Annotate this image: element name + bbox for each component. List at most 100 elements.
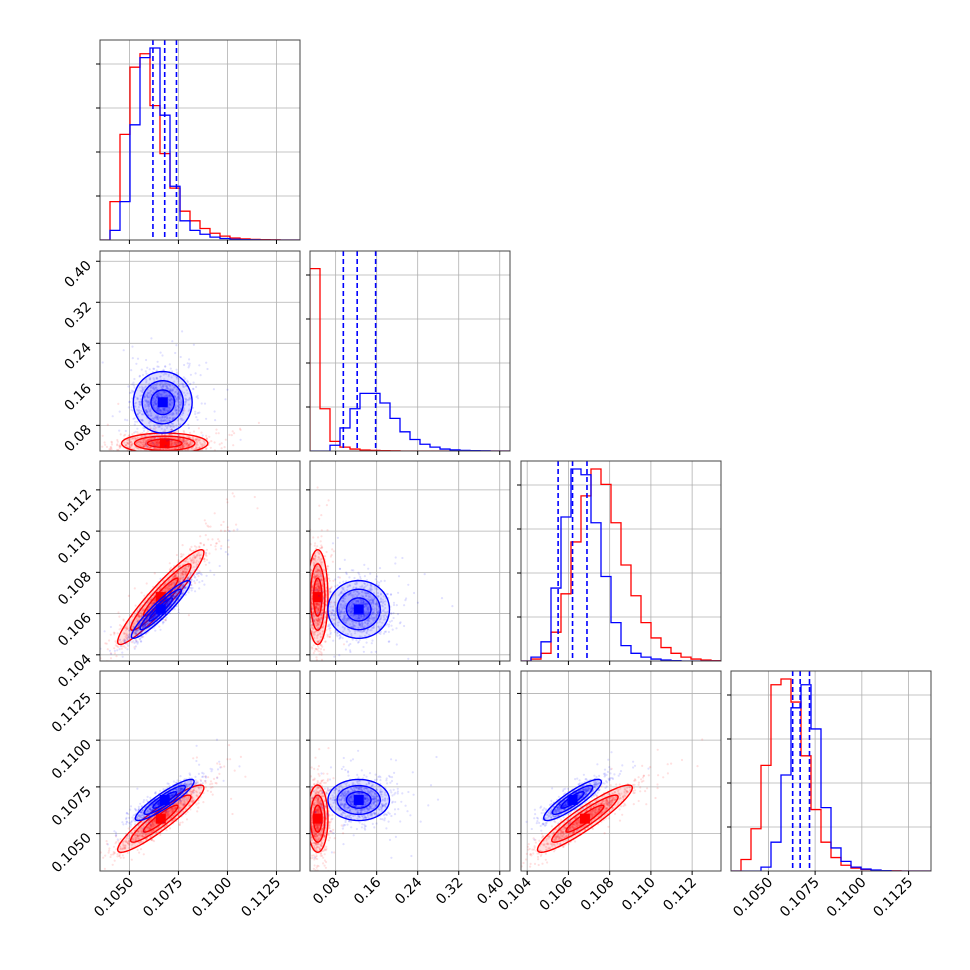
scatter-point: [152, 585, 155, 588]
scatter-point: [164, 415, 167, 418]
scatter-point: [102, 710, 104, 712]
scatter-point: [131, 641, 134, 644]
scatter-point: [152, 809, 155, 812]
scatter-point: [140, 441, 143, 444]
scatter-point: [198, 364, 201, 367]
scatter-point: [216, 776, 219, 780]
scatter-point: [198, 581, 201, 584]
scatter-point: [143, 594, 146, 597]
scatter-point: [230, 434, 233, 437]
scatter-point: [193, 799, 196, 802]
scatter-point: [174, 395, 177, 399]
scatter-point: [128, 400, 131, 403]
scatter-point: [164, 430, 167, 433]
scatter-point: [176, 571, 179, 574]
scatter-point: [120, 647, 123, 650]
scatter-point: [173, 576, 176, 579]
scatter-point: [148, 433, 151, 436]
scatter-point: [203, 402, 207, 405]
scatter-point: [186, 392, 189, 395]
scatter-point: [113, 647, 116, 650]
scatter-point: [152, 441, 155, 445]
scatter-point: [167, 419, 170, 422]
scatter-point: [121, 645, 124, 648]
scatter-point: [191, 586, 194, 590]
scatter-point: [184, 442, 187, 445]
scatter-point: [168, 363, 171, 366]
scatter-point: [133, 646, 136, 649]
scatter-point: [190, 779, 193, 782]
scatter-point: [136, 834, 139, 837]
scatter-point: [156, 396, 159, 399]
scatter-point: [158, 456, 160, 458]
scatter-point: [196, 440, 199, 443]
scatter-point: [154, 614, 157, 617]
scatter-point: [149, 442, 152, 445]
scatter-point: [136, 815, 139, 818]
scatter-point: [170, 583, 173, 586]
scatter-point: [211, 793, 214, 796]
scatter-point: [162, 584, 165, 587]
scatter-point: [181, 787, 185, 790]
scatter-point: [186, 448, 189, 451]
scatter-point: [198, 570, 201, 573]
scatter-point: [158, 433, 161, 436]
scatter-point: [149, 835, 152, 839]
scatter-point: [156, 803, 159, 807]
scatter-point: [156, 360, 159, 363]
scatter-point: [182, 407, 186, 410]
scatter-point: [135, 442, 138, 445]
scatter-point: [152, 435, 155, 438]
scatter-point: [157, 440, 160, 443]
scatter-point: [154, 615, 157, 618]
scatter-point: [170, 439, 173, 442]
scatter-point: [175, 413, 178, 416]
hist-bars: [521, 461, 721, 661]
scatter-point: [126, 627, 129, 630]
scatter-point: [159, 453, 161, 455]
scatter-point: [181, 330, 184, 333]
scatter-point: [156, 377, 159, 380]
scatter-point: [188, 577, 191, 580]
scatter-point: [165, 385, 168, 388]
scatter-point: [194, 568, 197, 572]
scatter-point: [141, 814, 144, 817]
scatter-point: [170, 388, 173, 391]
scatter-point: [188, 397, 191, 400]
scatter-point: [184, 566, 187, 569]
scatter-point: [134, 604, 137, 607]
scatter-point: [147, 413, 150, 416]
scatter-point: [177, 590, 180, 593]
scatter-point: [181, 571, 184, 574]
scatter-point: [190, 782, 193, 785]
scatter-point: [172, 792, 176, 795]
scatter-point: [196, 418, 199, 421]
scatter-point: [198, 453, 200, 455]
scatter-point: [189, 373, 192, 376]
scatter-point: [139, 404, 142, 407]
scatter-point: [156, 408, 159, 411]
scatter-point: [174, 441, 177, 444]
scatter-point: [155, 823, 158, 826]
scatter-point: [130, 408, 133, 411]
contour-blue: [139, 588, 183, 631]
scatter-point: [146, 620, 149, 623]
scatter-point: [135, 836, 138, 839]
scatter-point: [152, 443, 155, 446]
scatter-point: [181, 783, 184, 786]
scatter-point: [119, 846, 122, 849]
scatter-point: [253, 495, 256, 499]
scatter-point: [200, 443, 203, 446]
scatter-point: [176, 399, 179, 402]
scatter-point: [164, 582, 167, 585]
scatter-point: [144, 443, 148, 446]
scatter-point: [156, 409, 159, 412]
scatter-point: [161, 473, 163, 475]
scatter-point: [153, 378, 156, 381]
scatter-point: [231, 430, 234, 433]
scatter-point: [145, 400, 148, 403]
scatter-point: [127, 635, 130, 638]
scatter-point: [149, 796, 152, 799]
scatter-point: [166, 824, 169, 827]
scatter-point: [182, 589, 185, 592]
